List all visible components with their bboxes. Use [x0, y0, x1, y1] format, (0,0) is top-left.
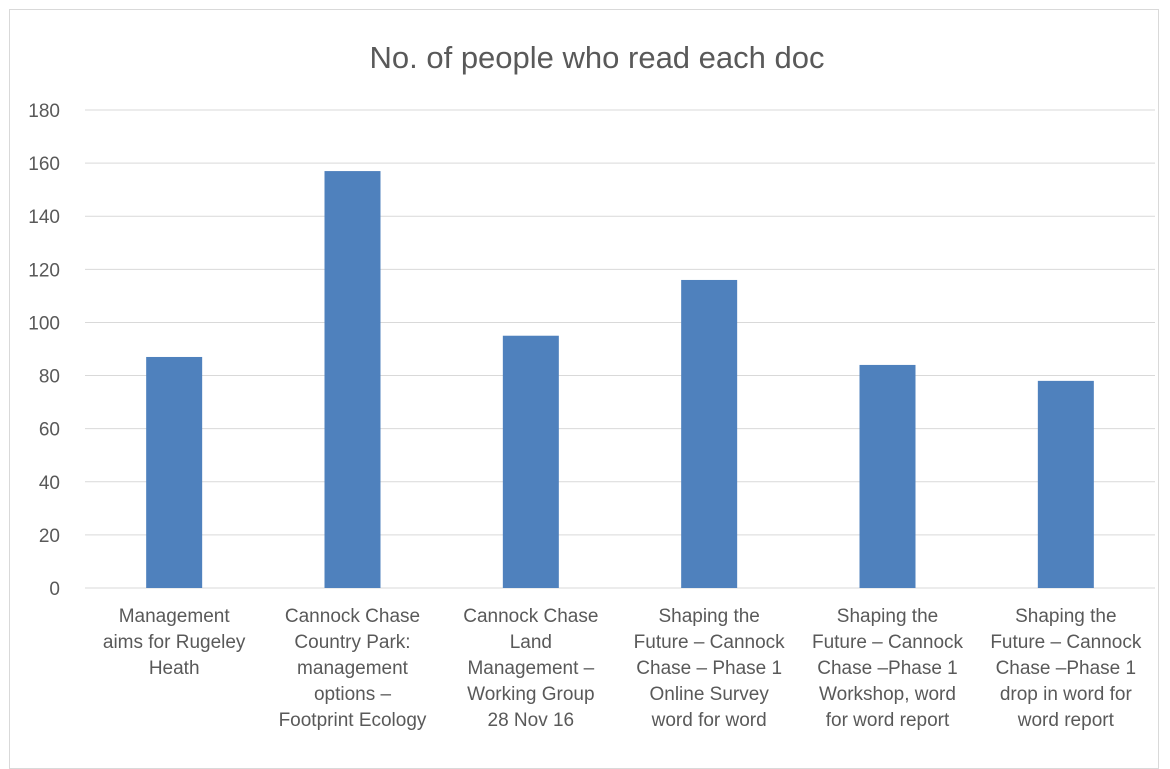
- x-category-label-line: Future – Cannock: [990, 632, 1142, 653]
- x-category-label-line: Workshop, word: [819, 684, 956, 705]
- x-category-label-line: Shaping the: [837, 606, 938, 627]
- y-tick-label: 40: [39, 473, 60, 494]
- x-category-label-line: Heath: [149, 658, 200, 679]
- y-tick-label: 80: [39, 367, 60, 388]
- x-category-label-line: word for word: [651, 710, 767, 731]
- x-category-label-line: Online Survey: [649, 684, 769, 705]
- x-category-label: Shaping the Future – Cannock Chase –Phase …: [990, 606, 1142, 731]
- y-tick-label: 0: [49, 579, 60, 600]
- x-category-label-line: Country Park:: [294, 632, 410, 653]
- x-category-label: Cannock Chase Land Management – Working Gro…: [463, 606, 598, 731]
- bar: [1037, 380, 1094, 588]
- bar: [681, 279, 738, 588]
- y-tick-label: 20: [39, 526, 60, 547]
- x-category-label-line: 28 Nov 16: [488, 710, 575, 731]
- bars: [146, 171, 1094, 589]
- x-category-label-line: Chase – Phase 1: [636, 658, 782, 679]
- x-category-label-line: Working Group: [467, 684, 594, 705]
- x-category-label-line: Shaping the: [658, 606, 759, 627]
- y-tick-label: 120: [28, 260, 60, 281]
- x-category-label-line: aims for Rugeley: [103, 632, 246, 653]
- x-category-label: Shaping the Future – Cannock Chase – Phase…: [634, 606, 786, 731]
- x-category-label-line: word report: [1017, 710, 1115, 731]
- bar: [146, 356, 203, 588]
- x-category-label-line: Land: [510, 632, 552, 653]
- bar: [502, 335, 559, 588]
- x-category-label: Cannock Chase Country Park: management opti…: [279, 606, 427, 731]
- x-category-label-line: Chase –Phase 1: [996, 658, 1137, 679]
- x-category-label-line: Shaping the: [1015, 606, 1116, 627]
- x-category-label-line: Cannock Chase: [463, 606, 598, 627]
- y-tick-label: 100: [28, 313, 60, 334]
- x-category-label-line: Cannock Chase: [285, 606, 420, 627]
- y-tick-label: 60: [39, 420, 60, 441]
- y-tick-label: 180: [28, 101, 60, 122]
- y-axis-ticks: 0 20 40 60 80 100 120 140 160 180: [28, 101, 60, 600]
- x-category-label-line: Future – Cannock: [634, 632, 786, 653]
- x-category-label-line: Chase –Phase 1: [817, 658, 958, 679]
- x-category-label-line: Footprint Ecology: [279, 710, 427, 731]
- chart-title: No. of people who read each doc: [370, 40, 825, 75]
- x-category-label-line: options –: [314, 684, 392, 705]
- x-category-label-line: Management: [119, 606, 231, 627]
- y-tick-label: 140: [28, 207, 60, 228]
- x-category-label-line: management: [297, 658, 409, 679]
- x-axis-labels: Management aims for Rugeley Heath Cannock C…: [103, 606, 1142, 731]
- bar: [324, 171, 381, 589]
- x-category-label: Shaping the Future – Cannock Chase –Phase …: [812, 606, 964, 731]
- x-category-label-line: Future – Cannock: [812, 632, 964, 653]
- x-category-label: Management aims for Rugeley Heath: [103, 606, 246, 679]
- x-category-label-line: for word report: [826, 710, 950, 731]
- x-category-label-line: Management –: [467, 658, 594, 679]
- gridlines: [85, 109, 1155, 589]
- x-category-label-line: drop in word for: [1000, 684, 1133, 705]
- bar: [859, 364, 916, 588]
- y-tick-label: 160: [28, 154, 60, 175]
